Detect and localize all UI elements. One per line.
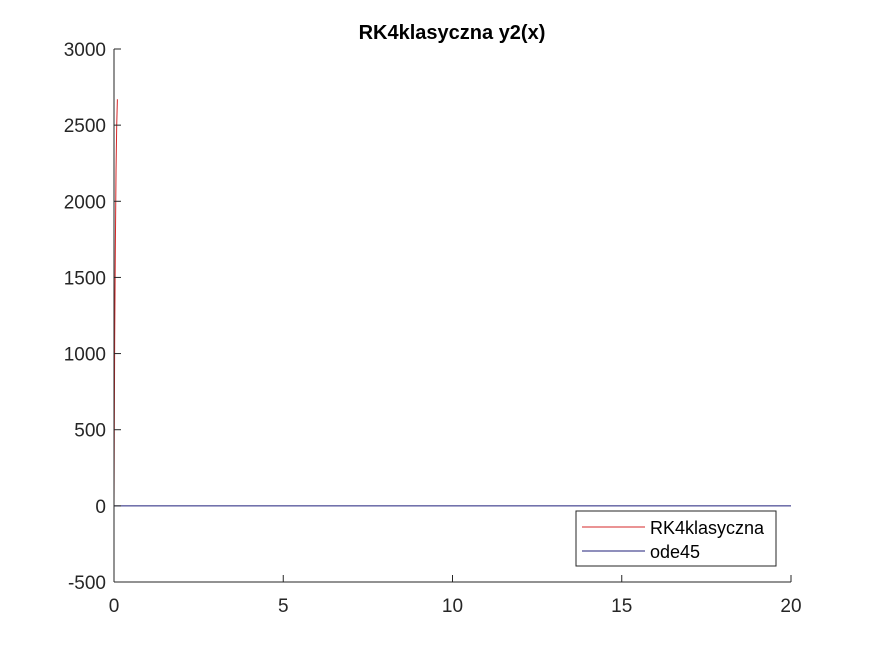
x-tick-label: 0 bbox=[109, 596, 120, 617]
legend[interactable]: RK4klasyczna ode45 bbox=[575, 510, 777, 567]
series-line-rk4klasyczna bbox=[113, 99, 118, 506]
y-tick-label: 500 bbox=[74, 421, 106, 442]
chart-title: RK4klasyczna y2(x) bbox=[359, 22, 546, 44]
legend-box bbox=[575, 510, 777, 567]
y-tick-label: 1000 bbox=[64, 345, 106, 366]
y-axis-ticks: -500 0 500 1000 1500 2000 2500 3000 bbox=[64, 40, 121, 594]
x-tick-label: 20 bbox=[780, 596, 801, 617]
y-tick-label: 2000 bbox=[64, 192, 106, 213]
y-tick-label: 2500 bbox=[64, 116, 106, 137]
y-tick-label: -500 bbox=[68, 573, 106, 594]
x-tick-label: 15 bbox=[611, 596, 632, 617]
y-tick-label: 3000 bbox=[64, 40, 106, 61]
series-layer bbox=[113, 99, 791, 507]
y-tick-label: 1500 bbox=[64, 268, 106, 289]
legend-label-ode45: ode45 bbox=[650, 542, 700, 562]
x-tick-label: 10 bbox=[442, 596, 463, 617]
x-tick-label: 5 bbox=[278, 596, 289, 617]
y-tick-label: 0 bbox=[95, 497, 106, 518]
x-axis-ticks: 0 5 10 15 20 bbox=[109, 575, 802, 617]
legend-label-rk4klasyczna: RK4klasyczna bbox=[650, 518, 765, 538]
axes-background bbox=[114, 49, 791, 582]
